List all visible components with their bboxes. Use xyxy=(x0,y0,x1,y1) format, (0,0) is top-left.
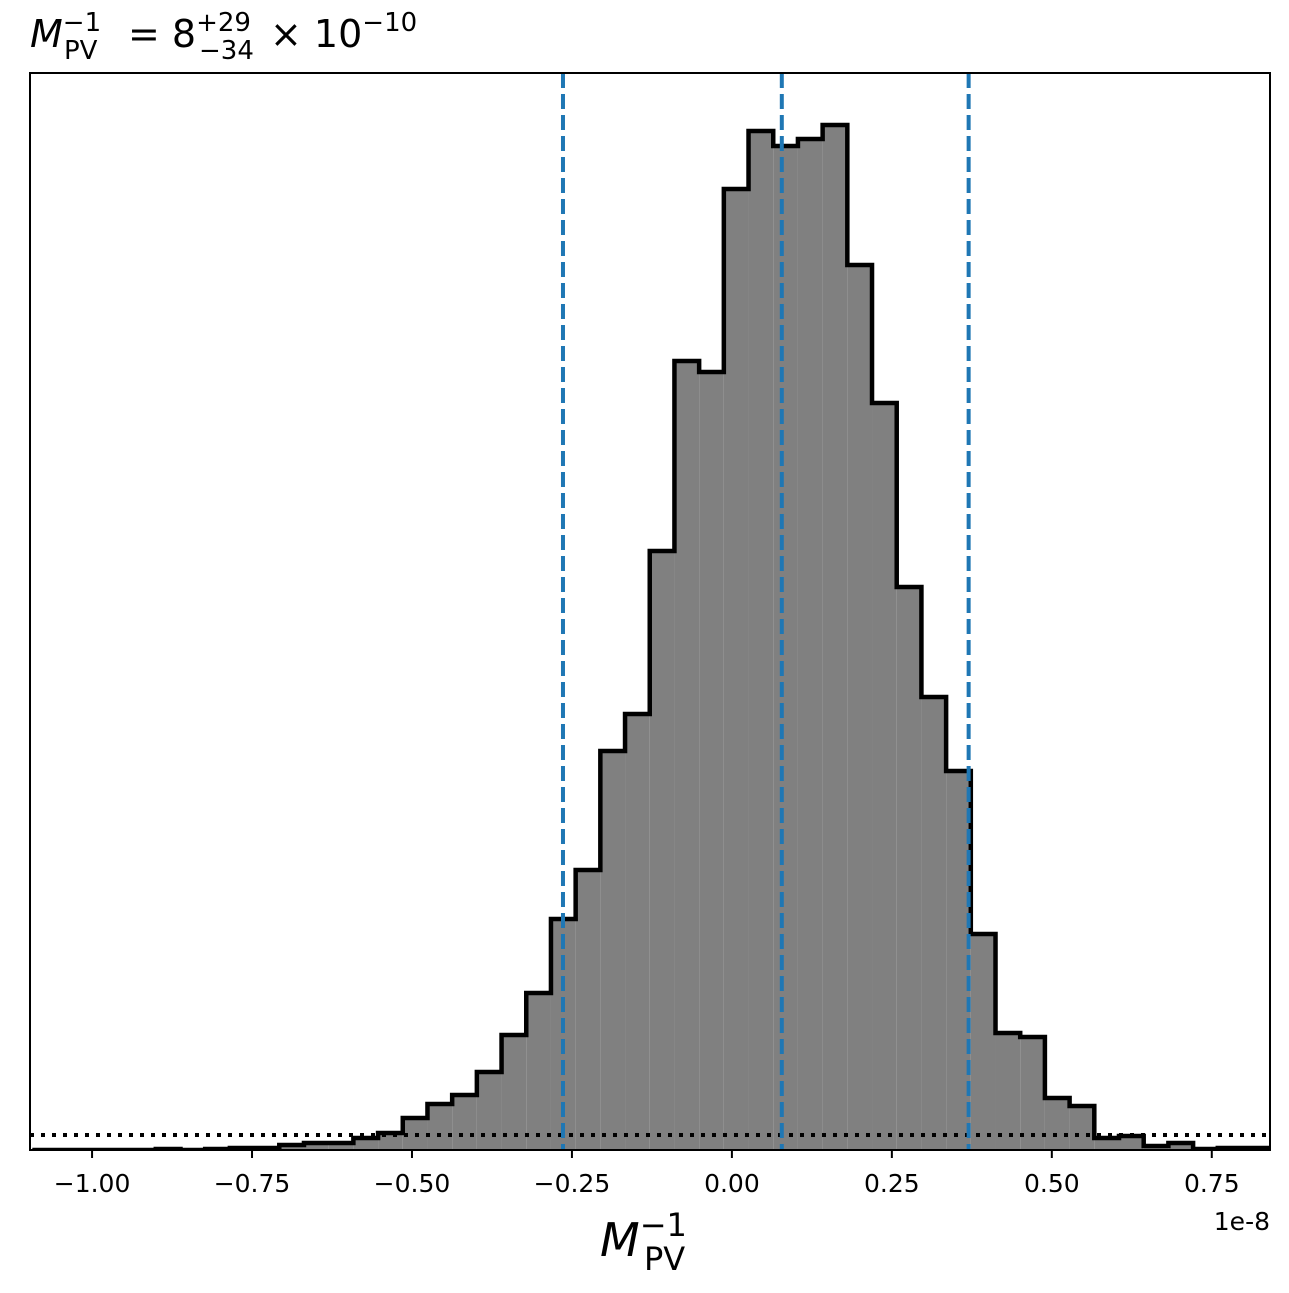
histogram-bar xyxy=(649,551,675,1150)
x-tick-label: 0.00 xyxy=(704,1169,760,1198)
histogram-bar xyxy=(476,1072,502,1150)
histogram-bar xyxy=(847,265,873,1150)
x-tick-label: −1.00 xyxy=(54,1169,131,1198)
histogram-bar xyxy=(822,125,848,1150)
histogram-bar xyxy=(970,934,996,1150)
x-tick-label: −0.75 xyxy=(214,1169,291,1198)
histogram-bar xyxy=(699,372,724,1150)
histogram-bar xyxy=(921,697,947,1150)
histogram-bar xyxy=(625,714,650,1150)
histogram-bar xyxy=(1044,1098,1070,1150)
histogram-bar xyxy=(600,751,626,1150)
histogram-bar xyxy=(328,1143,354,1150)
histogram-bar xyxy=(526,993,551,1150)
histogram-bar xyxy=(723,189,749,1150)
histogram-bar xyxy=(452,1095,477,1150)
histogram-bar xyxy=(378,1133,403,1150)
histogram-bar xyxy=(1020,1037,1045,1150)
histogram-bar xyxy=(1168,1143,1194,1150)
histogram-bar xyxy=(674,361,700,1150)
histogram-bar xyxy=(872,403,897,1150)
plot-frame xyxy=(29,72,1271,1151)
histogram-bar xyxy=(995,1033,1021,1150)
plot-area xyxy=(30,73,1270,1150)
histogram-bar xyxy=(501,1035,527,1150)
histogram-bar xyxy=(773,146,798,1150)
histogram-bar xyxy=(575,870,601,1150)
histogram-bar xyxy=(303,1143,329,1150)
x-label-superscript: −1 xyxy=(640,1206,687,1244)
x-label-symbol: M xyxy=(600,1213,640,1267)
x-tick-label: 0.50 xyxy=(1024,1169,1080,1198)
histogram-bar xyxy=(896,587,922,1150)
histogram-bar xyxy=(427,1104,453,1150)
x-offset-label: 1e-8 xyxy=(1214,1207,1270,1236)
x-tick-label: 0.75 xyxy=(1184,1169,1240,1198)
title-times: × 10 xyxy=(270,12,362,56)
histogram-bar xyxy=(797,139,823,1150)
title-symbol: M xyxy=(30,12,63,56)
histogram-bar xyxy=(279,1145,304,1150)
x-axis-label: M−1 PV xyxy=(600,1206,687,1278)
title-subscript: PV xyxy=(64,36,98,66)
title-lower: −34 xyxy=(199,36,254,66)
histogram-outline xyxy=(32,122,1270,1150)
chart-title: M−1 PV = 8+29 −34 × 10−10 xyxy=(30,8,417,66)
histogram-bar xyxy=(1118,1136,1144,1150)
x-tick-label: −0.25 xyxy=(534,1169,611,1198)
x-tick-label: −0.50 xyxy=(374,1169,451,1198)
title-exponent: −10 xyxy=(362,8,417,38)
title-upper: +29 xyxy=(196,8,251,38)
title-superscript: −1 xyxy=(63,8,101,38)
histogram-bar xyxy=(1069,1106,1095,1150)
title-equals: = 8 xyxy=(128,12,196,56)
histogram-bar xyxy=(1094,1138,1119,1150)
histogram-bar xyxy=(748,131,774,1150)
x-tick-label: 0.25 xyxy=(864,1169,920,1198)
x-label-subscript: PV xyxy=(644,1240,685,1278)
histogram-bar xyxy=(353,1138,379,1150)
